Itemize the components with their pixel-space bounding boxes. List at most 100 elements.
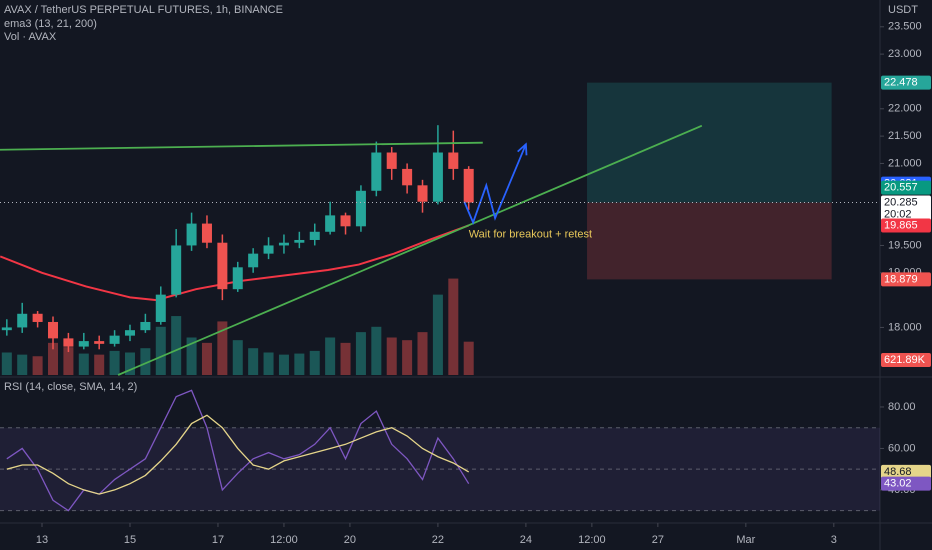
volume-bar [124,352,135,375]
candle-body [325,215,336,232]
candle-body [402,168,413,186]
volume-bar [325,337,336,375]
y-tick-label: 21.500 [888,130,922,142]
price-label: 20.557 [884,182,918,194]
candle-body [201,223,212,243]
volume-label-box [881,353,931,367]
rsi-label-box [881,464,931,479]
candle-body [417,185,428,202]
y-tick-label: 18.000 [888,321,922,333]
volume-bar [402,340,413,375]
x-tick-label: 17 [212,534,224,546]
loss-zone [587,202,832,280]
volume-bar [232,340,243,375]
x-tick-label: 3 [831,534,837,546]
candle-body [17,313,28,328]
volume-bar [217,321,228,375]
price-label-box [881,195,931,222]
annotation: Wait for breakout + retest [469,228,592,240]
countdown: 20:02 [884,208,912,220]
volume-bar [340,342,351,375]
rsi-tick-label: 60.00 [888,442,916,454]
volume-bar [386,337,397,375]
volume-bar [94,354,105,375]
volume-bar [78,353,89,375]
volume-bar [294,353,305,375]
y-tick-label: 23.500 [888,21,922,33]
volume-bar [155,326,166,375]
volume-bar [48,342,59,375]
price-label-box [881,180,931,195]
volume-bar [32,356,43,375]
overlay: 23.50023.00022.00021.50021.00019.50019.0… [881,21,931,496]
candle-body [386,152,397,169]
volume-bar [201,342,212,375]
candle-body [294,239,305,243]
volume-bar [463,341,474,375]
candle-body [94,341,105,344]
volume-bar [263,352,274,375]
rsi-tick-label: 80.00 [888,401,916,413]
candle-body [355,190,366,227]
candle-body [63,338,74,347]
candle-body [1,327,12,331]
candle-body [309,231,320,240]
candle-body [232,267,243,290]
candle-body [432,152,443,202]
x-tick-label: 13 [36,534,48,546]
x-tick-label: Mar [736,534,755,546]
y-tick-label: 19.500 [888,239,922,251]
candle-body [463,168,474,203]
chart-title: AVAX / TetherUS PERPETUAL FUTURES, 1h, B… [4,4,283,16]
currency: USDT [888,4,918,16]
volume-bar [355,332,366,375]
main-pane: 13 15 17 12:00 20 22 24 12:00 27 Mar 3 Wait for bre… [0,26,884,546]
candle-body [78,341,89,347]
volume-bar [171,316,182,375]
arrow-head [517,142,528,156]
candle-body [109,335,120,344]
volume-bar [186,337,197,375]
candle-body [340,215,351,227]
rsi-label: 48.68 [884,466,912,478]
candle-body [278,242,289,246]
rsi-title: RSI (14, close, SMA, 14, 2) [4,381,137,393]
x-tick-label: 24 [520,534,532,546]
x-tick-label: 27 [652,534,664,546]
trend-drawing [463,143,527,225]
rsi-line [6,414,470,495]
y-tick-label: 23.000 [888,48,922,60]
candle-body [32,313,43,322]
x-tick-label: 22 [432,534,444,546]
price-label: 18.879 [884,273,918,285]
candle-body [217,242,228,290]
volume-bar [1,352,12,375]
price-label-box [881,218,931,233]
x-tick-label: 20 [344,534,356,546]
price-label: 19.865 [884,219,918,231]
x-tick-label: 12:00 [578,534,606,546]
volume-bar [448,278,459,375]
volume-bar [109,350,120,375]
candle-body [171,245,182,295]
rsi-label: 43.02 [884,478,912,490]
x-tick-label: 15 [124,534,136,546]
volume-bar [432,294,443,375]
price-label-box [881,75,931,90]
rsi-label-box [881,476,931,491]
volume-bar [17,354,28,375]
price-label: 22.478 [884,77,918,89]
volume-bar [278,354,289,375]
volume-bar [417,332,428,375]
x-tick-label: 12:00 [270,534,298,546]
profit-zone [587,82,832,203]
candle-body [140,321,151,331]
candle-body [263,245,274,254]
candle-body [448,152,459,169]
candle-body [155,294,166,322]
candle-body [248,253,259,268]
volume-label: 621.89K [884,354,926,366]
